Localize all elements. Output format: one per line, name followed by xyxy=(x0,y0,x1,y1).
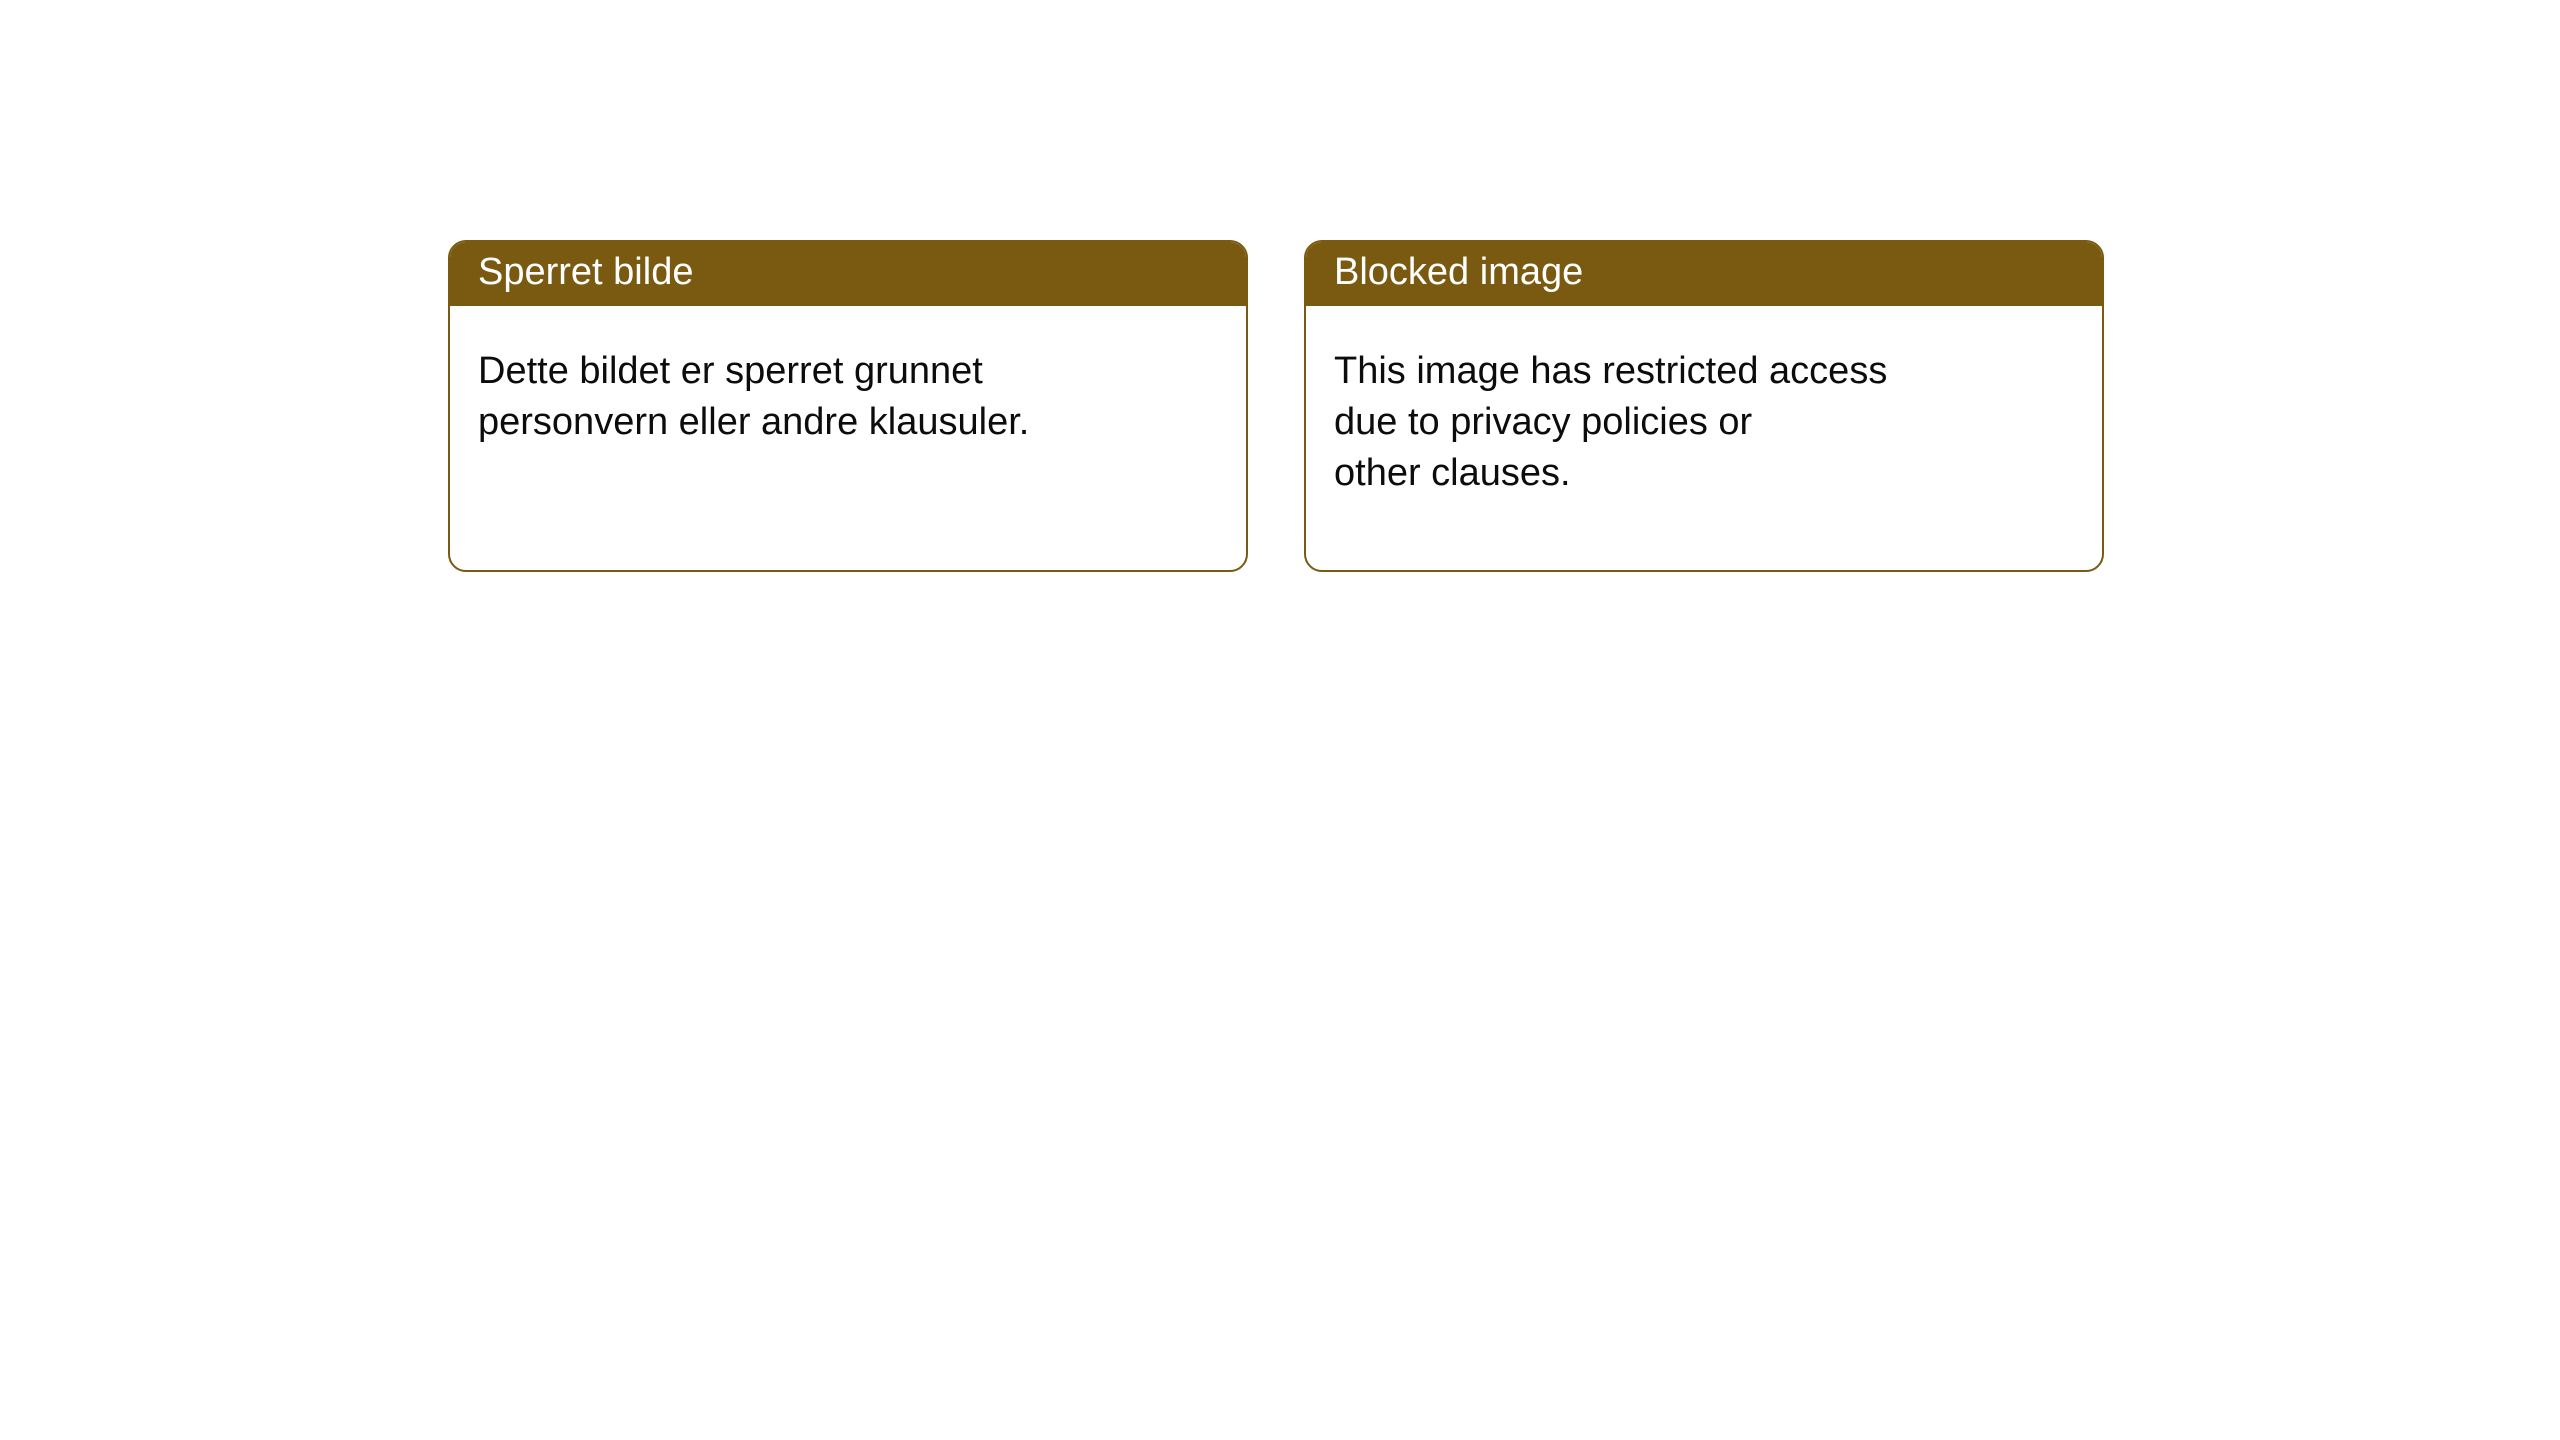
notice-cards-container: Sperret bilde Dette bildet er sperret gr… xyxy=(0,0,2560,572)
notice-card-english: Blocked image This image has restricted … xyxy=(1304,240,2104,572)
card-title: Sperret bilde xyxy=(450,242,1246,306)
card-body-text: This image has restricted access due to … xyxy=(1306,306,2102,520)
card-body-text: Dette bildet er sperret grunnet personve… xyxy=(450,306,1246,469)
notice-card-norwegian: Sperret bilde Dette bildet er sperret gr… xyxy=(448,240,1248,572)
card-title: Blocked image xyxy=(1306,242,2102,306)
